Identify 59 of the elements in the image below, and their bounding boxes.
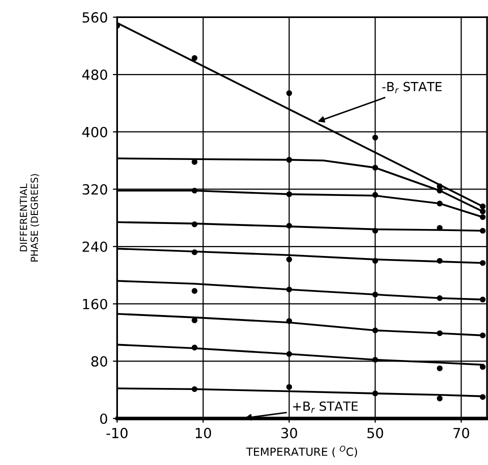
y-tick-label: 560: [82, 12, 108, 23]
point: [372, 327, 378, 334]
point: [286, 256, 292, 262]
x-axis-title: TEMPERATURE ( $^{O}$C): [246, 446, 358, 458]
point: [436, 330, 443, 336]
point: [286, 222, 292, 229]
point: [286, 351, 292, 357]
point: [372, 228, 378, 234]
y-tick-label: 400: [82, 126, 108, 138]
x-tick-label: -10: [106, 428, 128, 438]
point: [372, 258, 378, 264]
point: [286, 191, 292, 198]
point: [192, 221, 198, 228]
point: [480, 260, 486, 266]
point: [286, 384, 292, 390]
point: [192, 344, 198, 350]
point: [436, 295, 443, 301]
annotation: +B$_{r}$ STATE: [293, 401, 358, 413]
y-axis-title: DIFFERENTIAL PHASE (DEGREES): [20, 174, 40, 262]
point: [480, 208, 486, 214]
x-tick-label: 50: [367, 428, 384, 438]
point: [372, 292, 378, 298]
y-tick-label: 240: [82, 241, 108, 252]
point: [286, 156, 292, 163]
point: [480, 332, 486, 338]
y-tick-label: 160: [83, 298, 108, 310]
point: [192, 288, 198, 294]
point: [480, 214, 486, 220]
x-tick-label: 30: [281, 428, 298, 438]
y-tick-label: 480: [82, 70, 108, 80]
point: [192, 249, 198, 256]
x-tick-label: 70: [454, 428, 470, 438]
point: [480, 364, 486, 370]
point: [436, 200, 443, 206]
point: [192, 188, 198, 194]
x-tick-label: 10: [196, 428, 212, 438]
y-tick-label: 320: [82, 184, 108, 195]
point: [480, 228, 486, 234]
point: [436, 365, 443, 372]
point: [436, 258, 443, 264]
point: [372, 134, 378, 140]
point: [372, 390, 378, 396]
y-tick-label: 80: [91, 356, 108, 367]
point: [372, 164, 378, 171]
point: [372, 356, 378, 363]
annotation: -B$_{r}$ STATE: [382, 82, 442, 94]
point: [286, 318, 292, 324]
point: [286, 286, 292, 292]
point: [192, 159, 198, 165]
point: [372, 192, 378, 198]
point: [480, 296, 486, 302]
y-tick-label: 0: [100, 413, 108, 424]
point: [192, 386, 198, 392]
point: [480, 203, 486, 210]
point: [286, 90, 292, 96]
point: [480, 394, 486, 400]
point: [436, 396, 443, 402]
point: [192, 55, 198, 61]
point: [436, 224, 443, 231]
